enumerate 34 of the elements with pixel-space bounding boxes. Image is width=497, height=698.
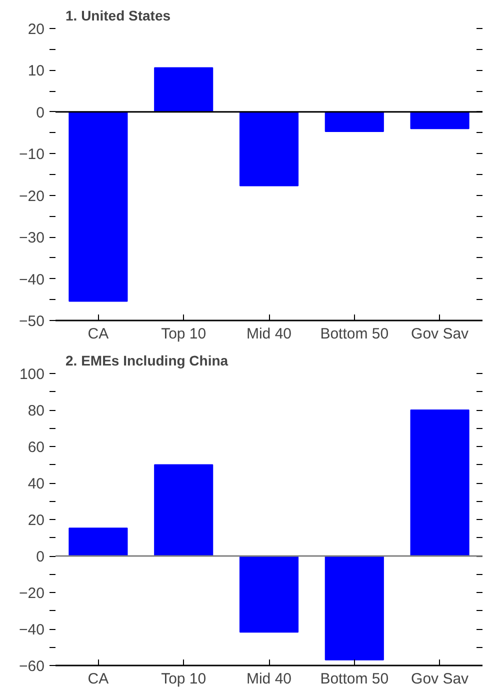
x-tick-label: Bottom 50 xyxy=(320,670,389,688)
bar xyxy=(68,528,128,556)
y-tick-label: 40 xyxy=(28,476,45,492)
y-tick-label: 100 xyxy=(19,366,45,383)
x-tick-label: Mid 40 xyxy=(246,326,292,342)
x-tick-label: CA xyxy=(88,670,109,688)
y-tick-label: −20 xyxy=(19,188,45,205)
chart-title: 1. United States xyxy=(66,8,171,24)
chart-title: 2. EMEs Including China xyxy=(66,352,228,368)
bar xyxy=(410,410,470,556)
y-tick-label: −40 xyxy=(19,271,45,288)
x-tick-label: Mid 40 xyxy=(246,670,292,688)
bar xyxy=(239,556,299,633)
y-tick-label: −60 xyxy=(19,658,45,675)
y-tick-label: 80 xyxy=(28,402,45,420)
y-tick-label: 60 xyxy=(28,439,45,456)
y-tick-label: −50 xyxy=(19,313,45,330)
y-tick-label: 20 xyxy=(28,512,45,529)
x-tick-label: Top 10 xyxy=(161,670,206,688)
y-tick-label: 20 xyxy=(28,21,45,38)
bar xyxy=(154,464,214,556)
x-tick-label: Gov Sav xyxy=(411,670,470,688)
y-tick-label: −30 xyxy=(19,230,45,247)
y-tick-label: −20 xyxy=(19,585,45,602)
y-tick-label: 10 xyxy=(28,62,45,80)
bar xyxy=(324,556,384,660)
y-tick-label: −40 xyxy=(19,622,45,638)
x-tick-label: Gov Sav xyxy=(411,326,470,342)
x-tick-label: Top 10 xyxy=(161,326,206,342)
x-tick-label: CA xyxy=(88,326,109,342)
y-tick-label: −10 xyxy=(19,146,45,164)
x-tick-label: Bottom 50 xyxy=(320,326,389,342)
y-tick-label: 0 xyxy=(36,548,44,566)
y-tick-label: 0 xyxy=(36,104,44,122)
